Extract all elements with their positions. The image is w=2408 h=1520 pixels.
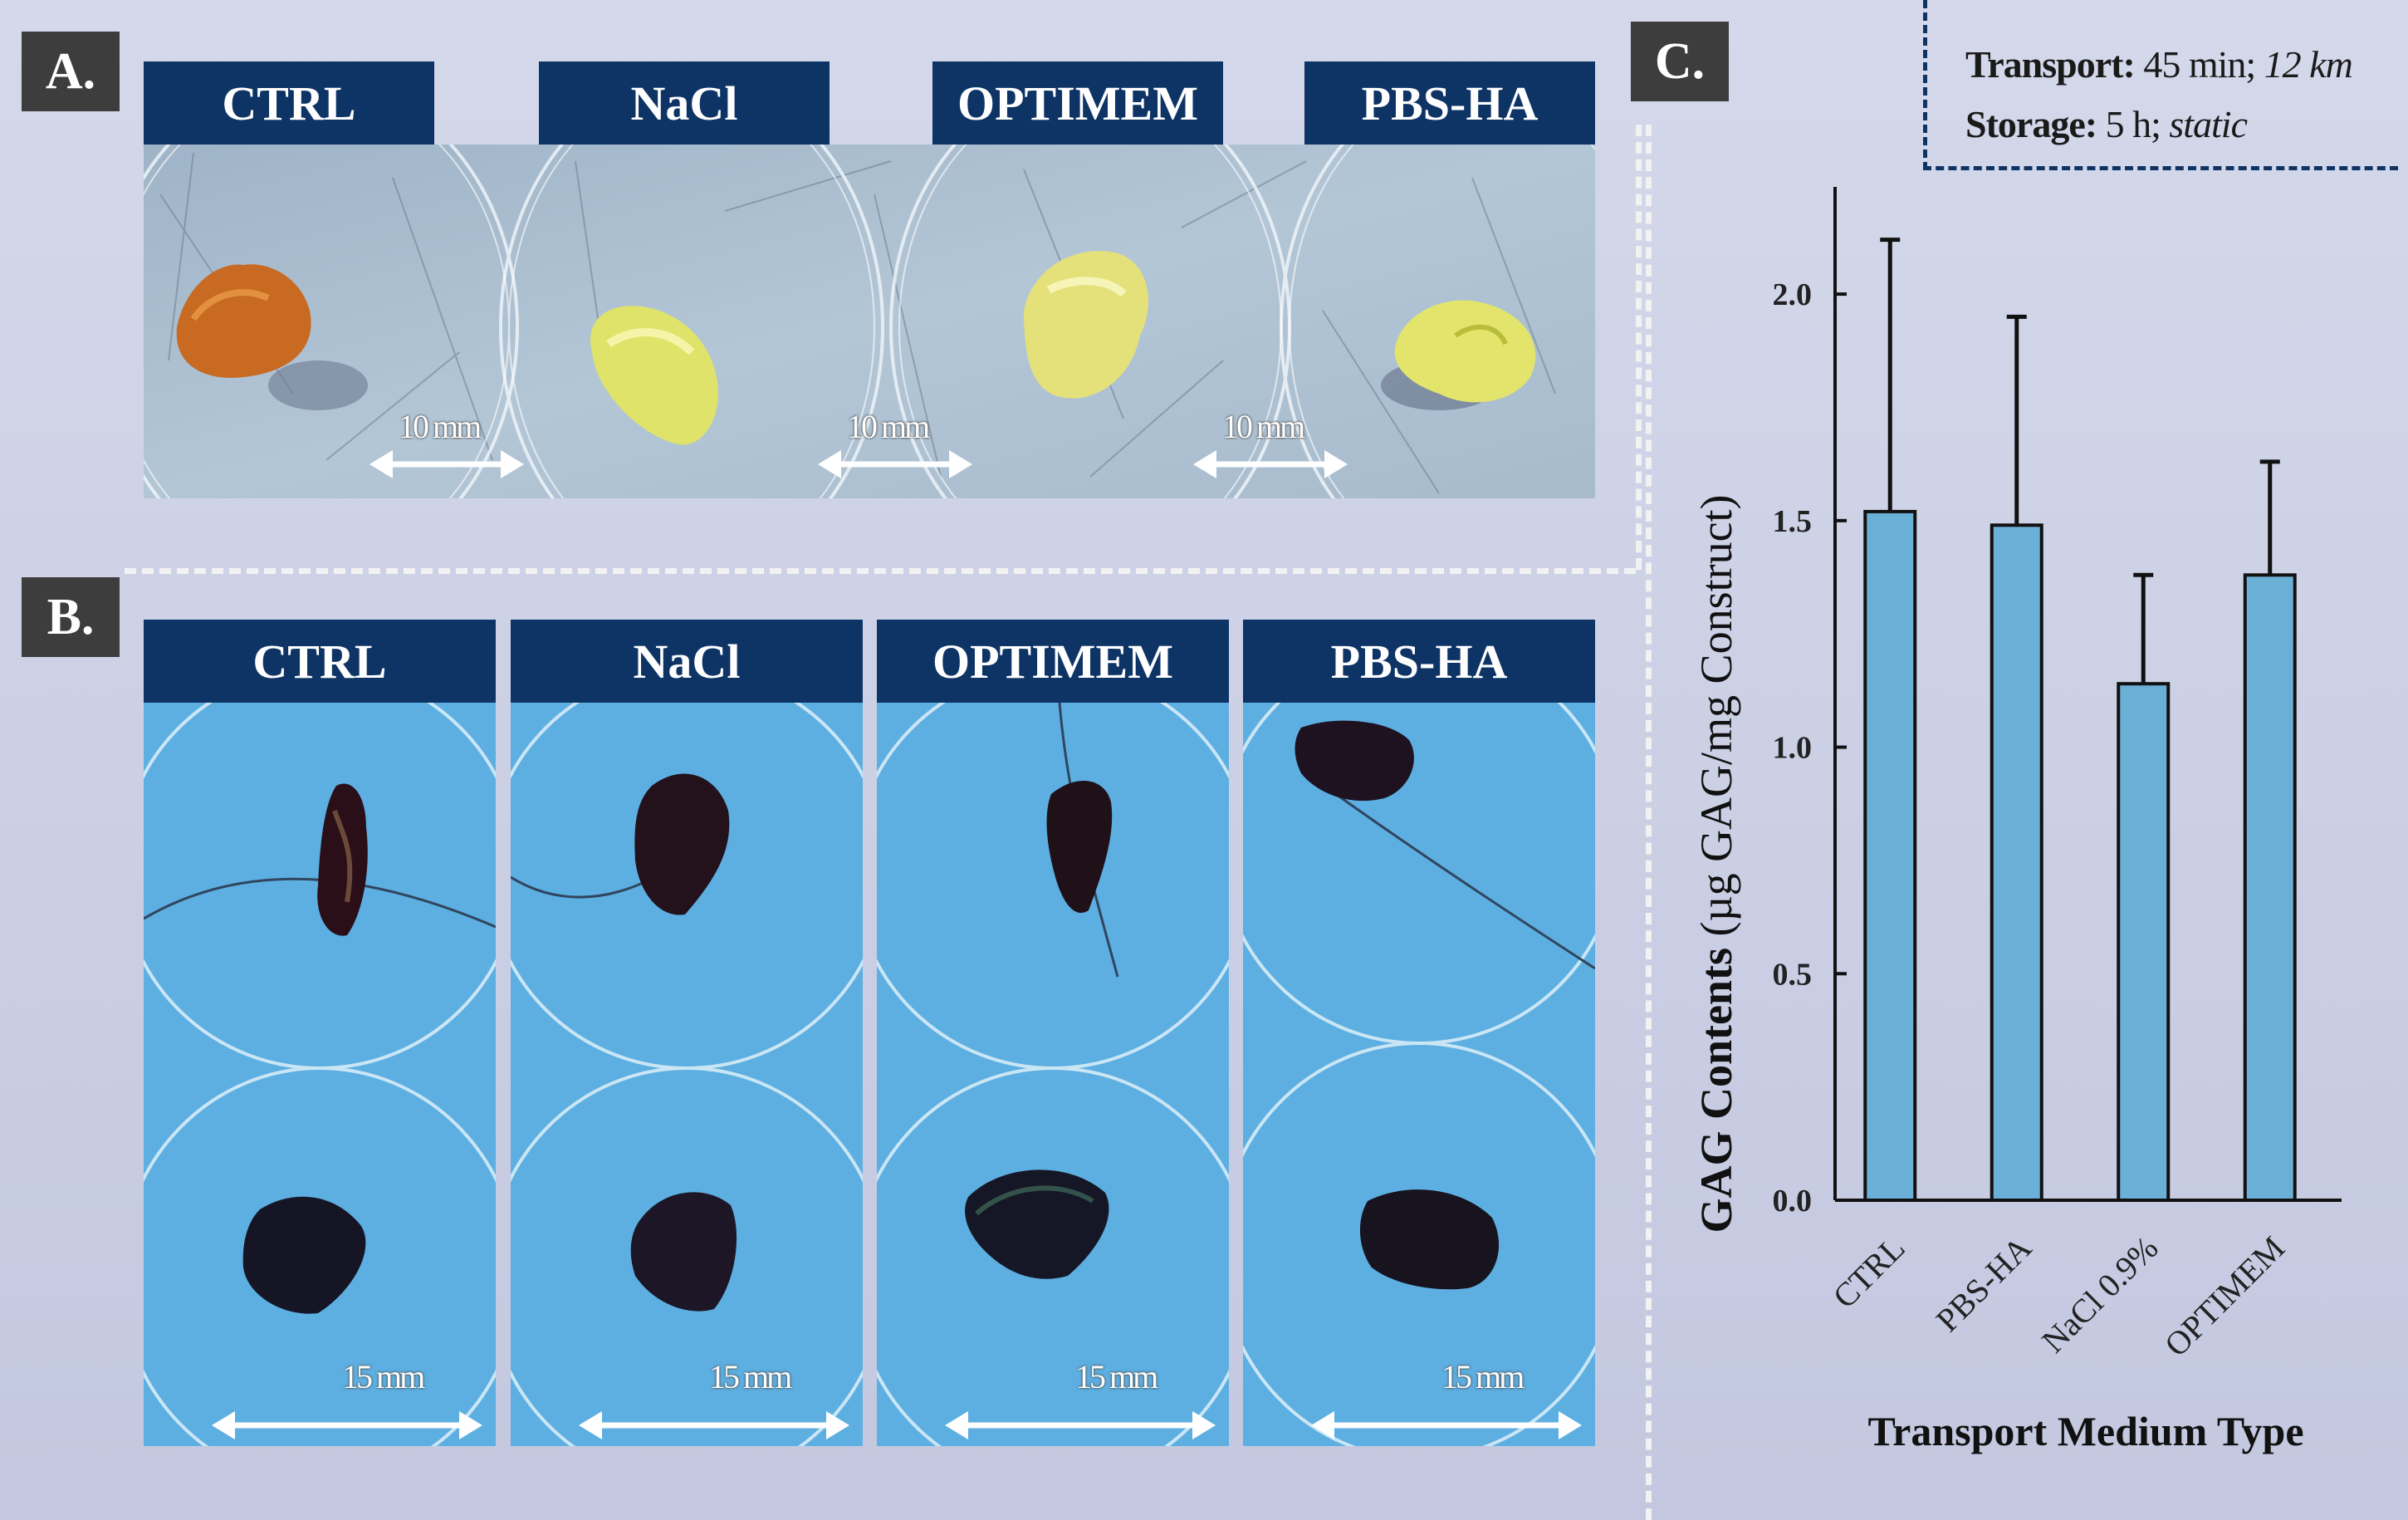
x-tick-label: OPTIMEM — [2157, 1229, 2292, 1364]
bar-pbs-ha — [1990, 523, 2043, 1203]
panel-b-label: B. — [22, 577, 120, 657]
panel-a-label: A. — [22, 32, 120, 111]
bar-ctrl — [1863, 509, 1917, 1202]
panel-a-scale-label-2: 10 mm — [847, 408, 930, 445]
y-axis-label-rest: (µg GAG/mg Construct) — [1691, 494, 1741, 948]
y-axis-label-bold: GAG Contents — [1691, 948, 1741, 1233]
bars — [1863, 238, 2297, 1203]
panel-a-header-ctrl: CTRL — [144, 61, 434, 145]
panel-b-header-ctrl: CTRL — [144, 620, 496, 703]
y-axis: 0.0 0.5 1.0 1.5 2.0 — [1773, 187, 1847, 1218]
panel-b-scale-label-2: 15 mm — [709, 1358, 792, 1395]
x-tick-label: CTRL — [1826, 1229, 1912, 1316]
transport-time: 45 min; — [2143, 43, 2256, 86]
transport-label: Transport: — [1965, 43, 2136, 86]
panel-b-scale-label-4: 15 mm — [1441, 1358, 1525, 1395]
y-tick-label: 1.0 — [1773, 731, 1813, 766]
panel-b-photo-ctrl — [144, 703, 496, 1446]
bar-nacl-0-9- — [2117, 682, 2171, 1202]
separator-horizontal — [125, 568, 1636, 574]
y-tick-label: 2.0 — [1773, 277, 1813, 312]
x-tick-label: PBS-HA — [1929, 1228, 2038, 1338]
panel-b-photo-nacl — [511, 703, 863, 1446]
panel-a-header-pbs-ha: PBS-HA — [1304, 61, 1595, 145]
separator-vertical-right — [1646, 125, 1652, 1520]
y-tick-label: 0.0 — [1773, 1184, 1813, 1218]
y-tick-label: 1.5 — [1773, 504, 1813, 539]
transport-distance: 12 km — [2264, 43, 2353, 86]
storage-mode: static — [2169, 103, 2248, 145]
panel-a-scale-label-3: 10 mm — [1222, 408, 1305, 445]
panel-b-header-optimem: OPTIMEM — [877, 620, 1229, 703]
panel-b-scale-label-3: 15 mm — [1075, 1358, 1158, 1395]
panel-a-photo — [144, 145, 1595, 498]
panel-b-scale-label-1: 15 mm — [342, 1358, 425, 1395]
storage-label: Storage: — [1965, 103, 2097, 145]
x-axis-label: Transport Medium Type — [1867, 1408, 2303, 1454]
panel-b-header-nacl: NaCl — [511, 620, 863, 703]
y-axis-label: GAG Contents (µg GAG/mg Construct) — [1691, 494, 1741, 1233]
panel-c-label: C. — [1631, 22, 1729, 101]
panel-b-header-pbs-ha: PBS-HA — [1243, 620, 1595, 703]
panel-a-scale-label-1: 10 mm — [399, 408, 482, 445]
storage-line: Storage: 5 h; static — [1965, 95, 2398, 154]
x-tick-label: NaCl 0.9% — [2034, 1229, 2166, 1361]
separator-vertical-upper — [1636, 125, 1642, 570]
panel-b-photo-pbs-ha — [1243, 703, 1595, 1446]
panel-b-photo-optimem — [877, 703, 1229, 1446]
bar-optimem — [2243, 573, 2297, 1203]
storage-time: 5 h; — [2105, 103, 2161, 145]
panel-a-header-nacl: NaCl — [539, 61, 830, 145]
transport-line: Transport: 45 min; 12 km — [1965, 35, 2398, 95]
panel-a-header-optimem: OPTIMEM — [932, 61, 1223, 145]
y-tick-label: 0.5 — [1773, 957, 1813, 992]
transport-conditions-box: Transport: 45 min; 12 km Storage: 5 h; s… — [1923, 0, 2398, 170]
